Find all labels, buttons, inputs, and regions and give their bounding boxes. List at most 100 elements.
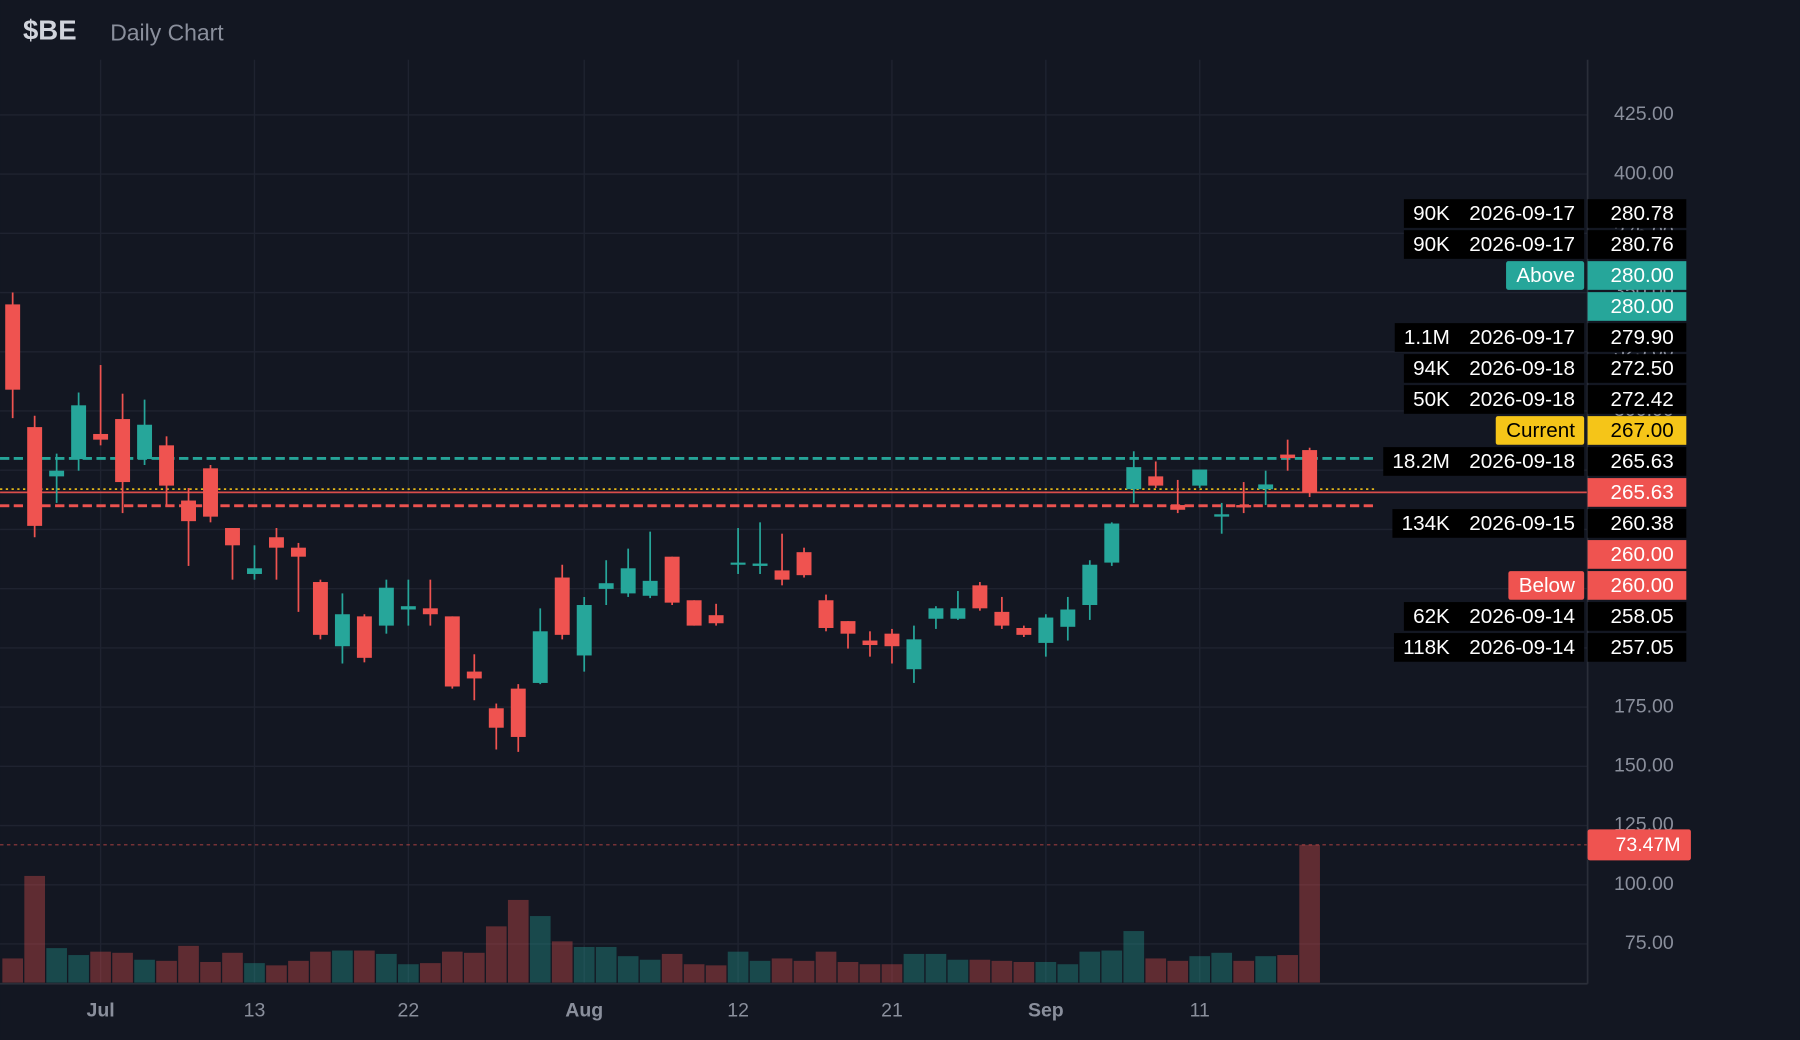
order-date: 2026-09-15	[1469, 512, 1575, 535]
volume-bar	[310, 951, 331, 983]
candle-body	[642, 580, 658, 596]
candle-body	[1192, 469, 1208, 486]
volume-bar	[200, 961, 221, 983]
order-date: 2026-09-18	[1469, 450, 1575, 473]
candle-body	[400, 606, 416, 610]
volume-bar	[925, 953, 947, 983]
candle-body	[422, 608, 438, 615]
grid	[0, 59, 1588, 983]
order-box	[1392, 509, 1585, 538]
candle-body	[93, 433, 109, 440]
volume-bar	[1233, 960, 1255, 983]
volume-bar	[1299, 844, 1320, 983]
order-size: 1.1M	[1404, 326, 1450, 349]
volume-bar	[46, 948, 67, 983]
x-tick-label: Aug	[565, 999, 603, 1021]
candle-body	[576, 605, 592, 656]
candle-body	[1170, 505, 1186, 510]
volume-layer	[2, 844, 1320, 983]
price-box	[1587, 385, 1687, 414]
volume-bar	[683, 964, 705, 983]
volume-bar	[1189, 956, 1211, 983]
y-tick-label: 400.00	[1614, 162, 1674, 184]
candle-body	[27, 427, 43, 526]
price-box	[1587, 261, 1687, 290]
x-tick-label: 13	[244, 999, 266, 1021]
candle-body	[598, 583, 614, 589]
x-tick-label: Sep	[1028, 999, 1064, 1021]
price-label: 257.05	[1610, 636, 1673, 659]
candle-layer	[5, 292, 1318, 752]
candle-body	[225, 528, 240, 546]
price-label: 260.00	[1610, 543, 1673, 566]
order-date: 2026-09-18	[1469, 388, 1575, 411]
candle-body	[1302, 450, 1318, 493]
order-date: 2026-09-18	[1469, 357, 1575, 380]
volume-bar	[376, 953, 397, 983]
volume-bar	[134, 959, 155, 983]
candle-body	[159, 445, 175, 486]
price-label: 265.63	[1610, 450, 1673, 473]
candle-body	[708, 615, 724, 624]
volume-bar	[859, 964, 881, 983]
candle-body	[950, 608, 966, 619]
level-lines	[0, 456, 1588, 846]
volume-bar	[463, 952, 485, 983]
price-label: 272.42	[1610, 388, 1673, 411]
candle-body	[840, 621, 856, 634]
price-label: 272.50	[1610, 357, 1673, 380]
candle-body	[1214, 514, 1230, 517]
volume-bar	[420, 963, 441, 983]
candle-body	[1148, 476, 1164, 486]
candle-body	[444, 616, 460, 687]
volume-bar	[288, 960, 309, 983]
tag-box	[1508, 571, 1585, 600]
volume-bar	[1123, 931, 1145, 983]
order-box	[1394, 323, 1585, 352]
volume-bar	[1035, 961, 1057, 983]
order-size: 94K	[1413, 357, 1450, 380]
candle-body	[1104, 523, 1120, 563]
x-tick-label: 21	[881, 999, 903, 1021]
candle-body	[1082, 564, 1098, 606]
price-label: 260.00	[1610, 574, 1673, 597]
order-date: 2026-09-17	[1469, 233, 1575, 256]
y-tick-label: 175.00	[1614, 695, 1674, 717]
price-box	[1587, 633, 1687, 662]
candle-body	[1016, 627, 1032, 635]
candle-body	[510, 688, 526, 737]
order-box	[1403, 385, 1585, 414]
candle-body	[554, 577, 570, 635]
volume-bar	[529, 916, 551, 983]
price-label: 280.76	[1610, 233, 1673, 256]
candle-body	[752, 563, 768, 566]
order-box	[1403, 230, 1585, 259]
candle-body	[247, 568, 262, 574]
candle-body	[796, 552, 812, 576]
order-box	[1393, 633, 1585, 662]
volume-bar	[354, 950, 375, 983]
volume-bar	[727, 951, 749, 983]
order-size: 62K	[1413, 605, 1450, 628]
order-size: 134K	[1402, 512, 1450, 535]
candle-body	[730, 562, 746, 565]
volume-bar	[1211, 952, 1233, 983]
price-label: 265.63	[1610, 481, 1673, 504]
volume-bar	[1145, 958, 1167, 983]
volume-bar	[793, 960, 815, 983]
volume-bar	[507, 899, 529, 983]
price-box	[1587, 509, 1687, 538]
candle-body	[994, 611, 1010, 626]
volume-bar	[398, 964, 419, 983]
volume-bar	[1277, 955, 1298, 983]
candle-body	[181, 500, 196, 522]
candle-body	[290, 547, 306, 557]
candle-body	[620, 568, 636, 594]
order-size: 50K	[1413, 388, 1450, 411]
price-box	[1587, 540, 1687, 569]
price-box	[1587, 602, 1687, 631]
price-box	[1587, 478, 1687, 507]
tag-box	[1506, 261, 1585, 290]
order-box	[1403, 354, 1585, 383]
x-tick-label: 22	[398, 999, 420, 1021]
